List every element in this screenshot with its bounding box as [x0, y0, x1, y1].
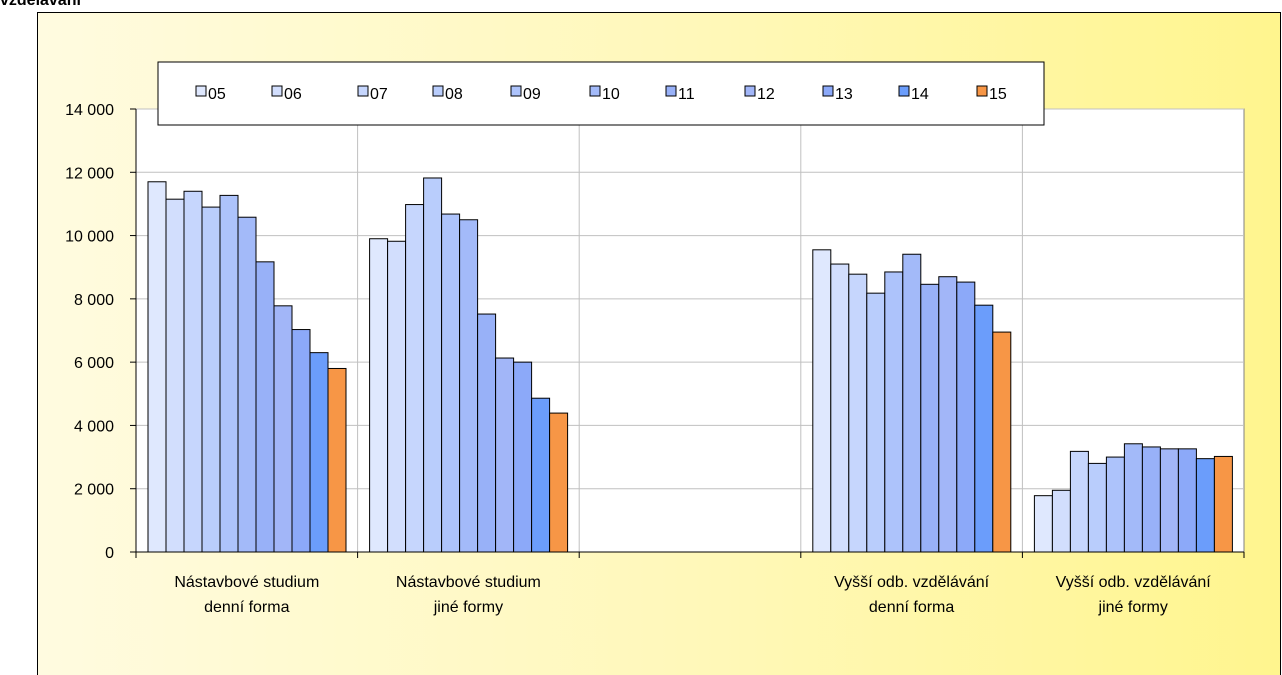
- bar-10: [1123, 443, 1143, 553]
- legend-swatch-14: [898, 85, 910, 97]
- bar-08: [1087, 462, 1107, 553]
- legend-swatch-09: [510, 85, 522, 97]
- y-tick-label: 12 000: [65, 165, 114, 182]
- bar-10: [237, 216, 257, 553]
- bar-11: [477, 313, 497, 553]
- bar-09: [441, 213, 461, 553]
- legend-label: 07: [370, 86, 388, 103]
- y-tick-label: 6 000: [74, 355, 114, 372]
- legend-swatch-05: [195, 85, 207, 97]
- bar-05: [812, 249, 832, 553]
- y-tick-label: 10 000: [65, 229, 114, 246]
- bar-09: [884, 271, 904, 553]
- legend-swatch-10: [589, 85, 601, 97]
- bar-07: [1069, 450, 1089, 553]
- bars: [147, 177, 1233, 553]
- bar-07: [405, 204, 425, 553]
- y-tick-label: 4 000: [74, 418, 114, 435]
- page-title: vzdělávání: [0, 0, 81, 9]
- legend: 05 06 07 08 09 10 11 12 13 14 15: [157, 61, 1045, 126]
- bar-08: [201, 206, 221, 553]
- category-label: jiné formy: [1098, 599, 1168, 616]
- bar-12: [273, 305, 293, 553]
- legend-label: 13: [835, 86, 853, 103]
- bar-08: [423, 177, 443, 553]
- legend-label: 09: [523, 86, 541, 103]
- y-tick-label: 2 000: [74, 482, 114, 499]
- bar-09: [219, 194, 239, 553]
- legend-swatch-07: [357, 85, 369, 97]
- bar-05: [1033, 495, 1053, 553]
- bar-14: [531, 397, 551, 553]
- bar-06: [1051, 489, 1071, 553]
- category-label: Nástavbové studium: [396, 574, 541, 591]
- bar-07: [848, 273, 868, 553]
- legend-swatch-06: [271, 85, 283, 97]
- bar-15: [549, 412, 569, 553]
- bar-12: [1159, 448, 1179, 553]
- bar-13: [1177, 448, 1197, 553]
- axes: 0 2 000 4 000 6 000 8 000 10 000 12 000 14 000 N…: [65, 102, 1245, 616]
- bar-14: [309, 352, 329, 553]
- category-label: denní forma: [204, 599, 289, 616]
- bar-05: [147, 181, 167, 553]
- bar-08: [866, 292, 886, 553]
- bar-11: [920, 283, 940, 553]
- legend-swatch-15: [976, 85, 988, 97]
- legend-label: 15: [989, 86, 1007, 103]
- legend-label: 06: [284, 86, 302, 103]
- bar-15: [1213, 455, 1233, 553]
- bar-07: [183, 190, 203, 553]
- bar-14: [1195, 458, 1215, 553]
- y-tick-label: 14 000: [65, 102, 114, 119]
- legend-swatch-12: [744, 85, 756, 97]
- bar-06: [387, 240, 407, 553]
- bar-15: [992, 331, 1012, 553]
- category-label: Vyšší odb. vzdělávání: [1056, 574, 1212, 591]
- legend-label: 11: [678, 86, 695, 103]
- bar-12: [938, 276, 958, 553]
- legend-swatch-11: [665, 85, 677, 97]
- legend-label: 05: [208, 86, 226, 103]
- bar-06: [830, 263, 850, 553]
- legend-label: 14: [911, 86, 929, 103]
- bar-06: [165, 198, 185, 553]
- category-label: Vyšší odb. vzdělávání: [834, 574, 990, 591]
- bar-09: [1105, 456, 1125, 553]
- legend-label: 12: [757, 86, 775, 103]
- bar-10: [902, 253, 922, 553]
- y-tick-label: 8 000: [74, 292, 114, 309]
- bar-12: [495, 357, 515, 553]
- category-label: denní forma: [869, 599, 954, 616]
- bar-13: [513, 361, 533, 553]
- category-label: Nástavbové studium: [174, 574, 319, 591]
- y-tick-label: 0: [105, 545, 114, 562]
- bar-14: [974, 304, 994, 553]
- bar-11: [1141, 446, 1161, 553]
- bar-10: [459, 219, 479, 553]
- category-label: jiné formy: [433, 599, 503, 616]
- legend-label: 08: [445, 86, 463, 103]
- bar-13: [956, 281, 976, 553]
- bar-11: [255, 261, 275, 553]
- bar-05: [369, 238, 389, 553]
- legend-label: 10: [602, 86, 620, 103]
- bar-13: [291, 329, 311, 553]
- bar-15: [327, 367, 347, 553]
- legend-swatch-08: [432, 85, 444, 97]
- legend-swatch-13: [822, 85, 834, 97]
- legend-box: [157, 61, 1045, 126]
